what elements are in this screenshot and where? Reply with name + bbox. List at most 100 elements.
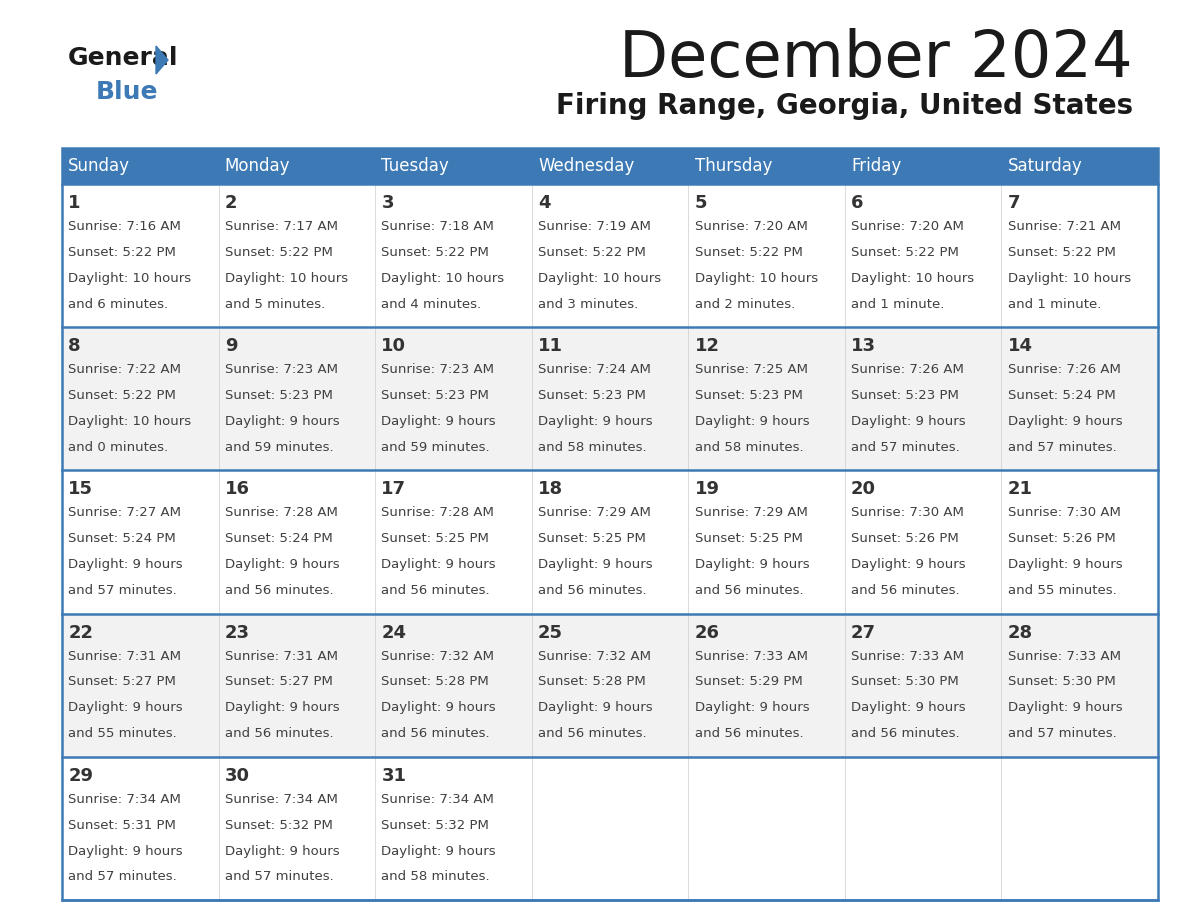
Text: Sunrise: 7:20 AM: Sunrise: 7:20 AM (851, 220, 963, 233)
Text: and 6 minutes.: and 6 minutes. (68, 297, 169, 310)
Text: Sunrise: 7:22 AM: Sunrise: 7:22 AM (68, 364, 182, 376)
Text: Sunset: 5:22 PM: Sunset: 5:22 PM (381, 246, 489, 259)
Text: 22: 22 (68, 623, 94, 642)
Text: Monday: Monday (225, 157, 290, 175)
Text: Daylight: 9 hours: Daylight: 9 hours (851, 558, 966, 571)
Text: Sunset: 5:28 PM: Sunset: 5:28 PM (381, 676, 489, 688)
Text: Daylight: 9 hours: Daylight: 9 hours (695, 415, 809, 428)
Text: Sunrise: 7:26 AM: Sunrise: 7:26 AM (851, 364, 963, 376)
Text: Sunset: 5:24 PM: Sunset: 5:24 PM (225, 532, 333, 545)
Text: Firing Range, Georgia, United States: Firing Range, Georgia, United States (556, 92, 1133, 120)
Text: Daylight: 9 hours: Daylight: 9 hours (538, 558, 652, 571)
Text: and 59 minutes.: and 59 minutes. (381, 441, 489, 453)
Text: Sunrise: 7:18 AM: Sunrise: 7:18 AM (381, 220, 494, 233)
Text: 14: 14 (1007, 337, 1032, 355)
Text: 10: 10 (381, 337, 406, 355)
Text: Blue: Blue (96, 80, 158, 104)
Text: Daylight: 9 hours: Daylight: 9 hours (225, 558, 340, 571)
Bar (62, 470, 1158, 613)
Text: Sunrise: 7:30 AM: Sunrise: 7:30 AM (1007, 507, 1120, 520)
Text: Sunrise: 7:23 AM: Sunrise: 7:23 AM (381, 364, 494, 376)
Text: 9: 9 (225, 337, 238, 355)
Text: Sunrise: 7:25 AM: Sunrise: 7:25 AM (695, 364, 808, 376)
Text: Sunset: 5:22 PM: Sunset: 5:22 PM (695, 246, 802, 259)
Text: 15: 15 (68, 480, 94, 498)
Text: 2: 2 (225, 194, 238, 212)
Text: and 55 minutes.: and 55 minutes. (68, 727, 177, 740)
Text: Sunrise: 7:16 AM: Sunrise: 7:16 AM (68, 220, 181, 233)
Text: Sunrise: 7:34 AM: Sunrise: 7:34 AM (381, 793, 494, 806)
Text: Daylight: 10 hours: Daylight: 10 hours (68, 272, 191, 285)
Text: Sunset: 5:27 PM: Sunset: 5:27 PM (225, 676, 333, 688)
Text: Sunset: 5:22 PM: Sunset: 5:22 PM (225, 246, 333, 259)
Text: Sunset: 5:26 PM: Sunset: 5:26 PM (851, 532, 959, 545)
Bar (62, 184, 1158, 327)
Text: Sunrise: 7:19 AM: Sunrise: 7:19 AM (538, 220, 651, 233)
Text: and 57 minutes.: and 57 minutes. (851, 441, 960, 453)
Text: 31: 31 (381, 767, 406, 785)
Text: 16: 16 (225, 480, 249, 498)
Bar (845, 148, 1001, 184)
Text: December 2024: December 2024 (619, 28, 1133, 90)
Text: Daylight: 10 hours: Daylight: 10 hours (851, 272, 974, 285)
Text: Sunday: Sunday (68, 157, 131, 175)
Text: and 58 minutes.: and 58 minutes. (538, 441, 646, 453)
Text: Daylight: 9 hours: Daylight: 9 hours (225, 415, 340, 428)
Text: 13: 13 (851, 337, 876, 355)
Text: and 59 minutes.: and 59 minutes. (225, 441, 334, 453)
Text: Daylight: 9 hours: Daylight: 9 hours (1007, 701, 1123, 714)
Text: Sunrise: 7:28 AM: Sunrise: 7:28 AM (225, 507, 337, 520)
Bar (62, 613, 1158, 756)
Text: 27: 27 (851, 623, 876, 642)
Text: Sunset: 5:25 PM: Sunset: 5:25 PM (381, 532, 489, 545)
Text: Daylight: 9 hours: Daylight: 9 hours (68, 558, 183, 571)
Text: 20: 20 (851, 480, 876, 498)
Text: and 56 minutes.: and 56 minutes. (225, 584, 334, 597)
Text: 6: 6 (851, 194, 864, 212)
Text: 28: 28 (1007, 623, 1032, 642)
Text: 24: 24 (381, 623, 406, 642)
Text: Daylight: 9 hours: Daylight: 9 hours (538, 701, 652, 714)
Text: Daylight: 10 hours: Daylight: 10 hours (538, 272, 661, 285)
Text: Daylight: 9 hours: Daylight: 9 hours (381, 845, 497, 857)
Text: 17: 17 (381, 480, 406, 498)
Text: 29: 29 (68, 767, 94, 785)
Text: 26: 26 (695, 623, 720, 642)
Text: Sunset: 5:32 PM: Sunset: 5:32 PM (381, 819, 489, 832)
Text: 11: 11 (538, 337, 563, 355)
Bar (62, 148, 219, 184)
Text: 21: 21 (1007, 480, 1032, 498)
Text: Sunrise: 7:29 AM: Sunrise: 7:29 AM (695, 507, 808, 520)
Text: Sunset: 5:22 PM: Sunset: 5:22 PM (68, 246, 176, 259)
Text: Sunrise: 7:32 AM: Sunrise: 7:32 AM (538, 650, 651, 663)
Bar (1001, 148, 1158, 184)
Text: Sunrise: 7:21 AM: Sunrise: 7:21 AM (1007, 220, 1120, 233)
Text: Daylight: 10 hours: Daylight: 10 hours (1007, 272, 1131, 285)
Text: and 57 minutes.: and 57 minutes. (68, 870, 177, 883)
Text: Wednesday: Wednesday (538, 157, 634, 175)
Text: Sunrise: 7:33 AM: Sunrise: 7:33 AM (695, 650, 808, 663)
Text: and 56 minutes.: and 56 minutes. (538, 584, 646, 597)
Text: and 57 minutes.: and 57 minutes. (1007, 727, 1117, 740)
Text: Sunset: 5:25 PM: Sunset: 5:25 PM (538, 532, 646, 545)
Text: and 1 minute.: and 1 minute. (851, 297, 944, 310)
Text: General: General (68, 46, 178, 70)
Text: and 1 minute.: and 1 minute. (1007, 297, 1101, 310)
Text: Sunrise: 7:26 AM: Sunrise: 7:26 AM (1007, 364, 1120, 376)
Text: Sunset: 5:27 PM: Sunset: 5:27 PM (68, 676, 176, 688)
Text: Tuesday: Tuesday (381, 157, 449, 175)
Text: Sunrise: 7:24 AM: Sunrise: 7:24 AM (538, 364, 651, 376)
Text: 12: 12 (695, 337, 720, 355)
Text: Daylight: 9 hours: Daylight: 9 hours (68, 845, 183, 857)
Text: Sunrise: 7:20 AM: Sunrise: 7:20 AM (695, 220, 808, 233)
Text: 7: 7 (1007, 194, 1020, 212)
Text: Sunset: 5:22 PM: Sunset: 5:22 PM (68, 389, 176, 402)
Text: Saturday: Saturday (1007, 157, 1082, 175)
Text: Daylight: 10 hours: Daylight: 10 hours (381, 272, 505, 285)
Text: and 56 minutes.: and 56 minutes. (851, 727, 960, 740)
Text: and 58 minutes.: and 58 minutes. (695, 441, 803, 453)
Text: Sunset: 5:26 PM: Sunset: 5:26 PM (1007, 532, 1116, 545)
Text: 19: 19 (695, 480, 720, 498)
Bar (219, 148, 375, 184)
Text: Sunset: 5:29 PM: Sunset: 5:29 PM (695, 676, 802, 688)
